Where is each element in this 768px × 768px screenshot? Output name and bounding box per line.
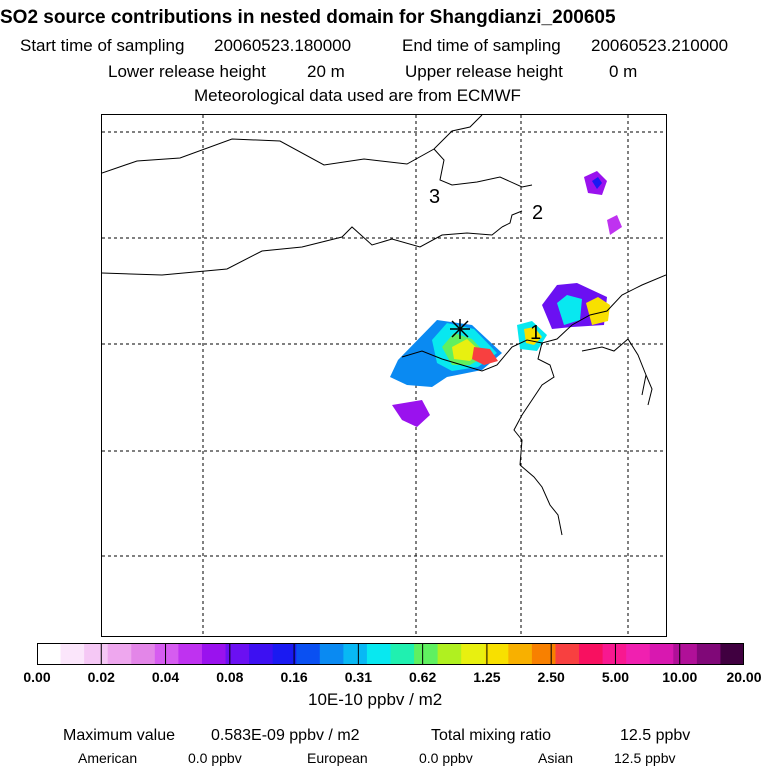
colorbar-cell — [296, 643, 321, 665]
colorbar-cell — [649, 643, 674, 665]
station-marker — [450, 319, 470, 339]
colorbar-cell — [696, 643, 722, 665]
colorbar-cell — [555, 643, 580, 665]
asian-label: Asian — [538, 750, 574, 766]
region-label-3: 3 — [429, 186, 440, 208]
max-value-label: Maximum value — [63, 727, 176, 744]
colorbar-cell — [225, 643, 250, 665]
coastline — [433, 148, 533, 188]
colorbar-tick-label: 0.16 — [280, 669, 308, 685]
start-time-value: 20060523.180000 — [214, 36, 352, 55]
coastline — [501, 210, 523, 228]
colorbar-cell — [131, 643, 156, 665]
map-title: SO2 source contributions in nested domai… — [0, 7, 616, 28]
colorbar-tick-label: 2.50 — [537, 669, 565, 685]
colorbar-tick-label: 20.00 — [726, 669, 762, 685]
colorbar-tick-label: 5.00 — [601, 669, 630, 685]
plume-patch — [607, 215, 622, 235]
border-line — [102, 115, 483, 174]
colorbar-cell — [178, 643, 203, 665]
map-canvas: 3 2 1 — [102, 115, 666, 636]
american-value: 0.0 ppbv — [188, 750, 242, 766]
colorbar-cell — [579, 643, 604, 665]
colorbar-cell — [673, 643, 698, 665]
coastline — [581, 338, 647, 396]
european-label: European — [307, 750, 368, 766]
max-value: 0.583E-09 ppbv / m2 — [211, 727, 360, 744]
map-panel: 3 2 1 — [101, 114, 667, 637]
colorbar-cell — [461, 643, 486, 665]
coastline — [401, 274, 666, 372]
colorbar-cell — [319, 643, 344, 665]
colorbar-tick-label: 0.00 — [23, 669, 51, 685]
american-label: American — [78, 750, 138, 766]
asian-value: 12.5 ppbv — [614, 750, 676, 766]
colorbar-tick-label: 0.08 — [216, 669, 244, 685]
lower-release-label: Lower release height — [108, 62, 266, 81]
colorbar-cell — [720, 643, 744, 665]
colorbar-border — [37, 643, 744, 665]
colorbar-unit: 10E-10 ppbv / m2 — [308, 690, 443, 709]
european-value: 0.0 ppbv — [419, 750, 473, 766]
end-time-value: 20060523.210000 — [591, 36, 729, 55]
colorbar-cell — [84, 643, 109, 665]
end-time-label: End time of sampling — [402, 36, 561, 55]
coastline — [513, 342, 555, 466]
colorbar — [37, 643, 744, 665]
colorbar-cell — [484, 643, 509, 665]
concentration-plume — [390, 171, 622, 427]
colorbar-cell — [626, 643, 651, 665]
coastlines — [102, 115, 666, 536]
colorbar-cell — [249, 643, 274, 665]
colorbar-cell — [343, 643, 368, 665]
upper-release-value: 0 m — [609, 62, 638, 81]
colorbar-tick-label: 0.31 — [344, 669, 372, 685]
plume-patch — [392, 400, 430, 427]
total-mixing-value: 12.5 ppbv — [620, 727, 691, 744]
colorbar-cell — [531, 643, 557, 665]
colorbar-tick-label: 0.02 — [87, 669, 115, 685]
colorbar-cell — [437, 643, 462, 665]
lower-release-value: 20 m — [307, 62, 345, 81]
region-label-2: 2 — [532, 202, 543, 224]
colorbar-tick-label: 1.25 — [473, 669, 501, 685]
plume-patch — [586, 297, 610, 325]
plume-patch — [557, 295, 582, 325]
colorbar-cell — [390, 643, 415, 665]
plume-patch — [472, 347, 498, 365]
colorbar-cell — [154, 643, 179, 665]
coastline — [645, 374, 653, 406]
region-label-1: 1 — [530, 322, 541, 344]
graticule — [102, 115, 666, 636]
colorbar-tick-label: 10.00 — [662, 669, 698, 685]
colorbar-cell — [37, 643, 62, 665]
colorbar-cell — [107, 643, 132, 665]
colorbar-cell — [60, 643, 85, 665]
colorbar-cell — [508, 643, 533, 665]
colorbar-tick-label: 0.62 — [409, 669, 437, 685]
upper-release-label: Upper release height — [405, 62, 563, 81]
plume-patch — [592, 177, 602, 189]
start-time-label: Start time of sampling — [20, 36, 185, 55]
colorbar-cell — [201, 643, 227, 665]
colorbar-cell — [272, 643, 297, 665]
meteo-source: Meteorological data used are from ECMWF — [194, 86, 521, 105]
coastline — [102, 226, 503, 276]
colorbar-cell — [602, 643, 627, 665]
colorbar-tick-label: 0.04 — [151, 669, 180, 685]
colorbar-cell — [414, 643, 439, 665]
total-mixing-label: Total mixing ratio — [431, 727, 552, 744]
colorbar-cell — [366, 643, 392, 665]
coastline — [519, 464, 563, 536]
